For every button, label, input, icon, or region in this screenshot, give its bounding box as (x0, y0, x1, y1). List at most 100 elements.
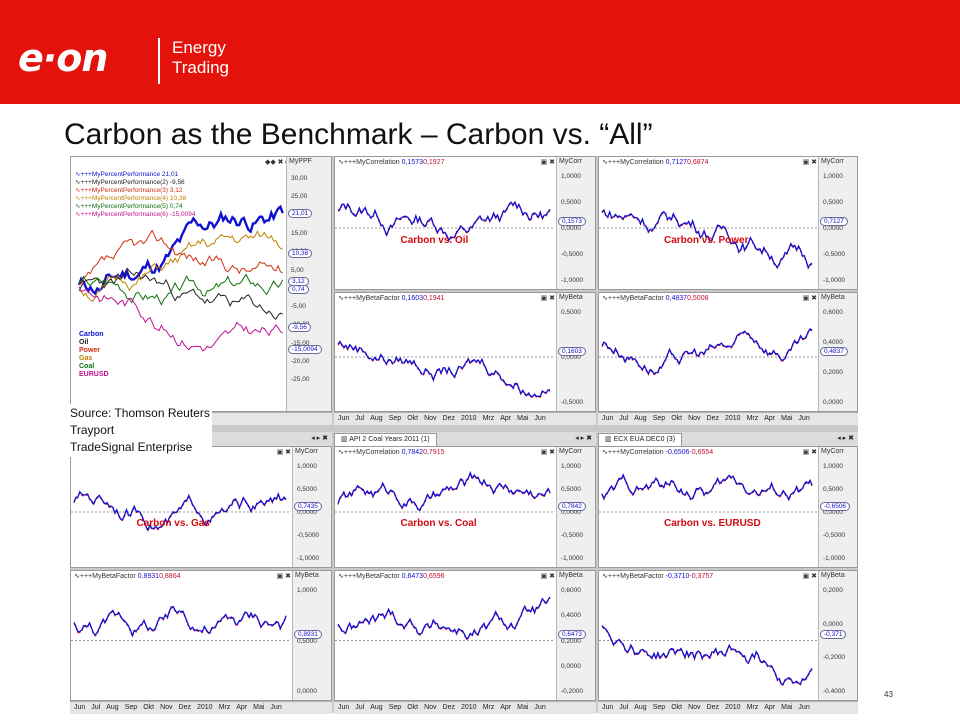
signal-line (337, 472, 551, 512)
panel-window-icons[interactable]: ▣ ✖ (276, 449, 291, 456)
value-tag: 0,7127 (820, 217, 848, 227)
legend-entry: ∿+++MyPercentPerformance(4) 10,38 (75, 195, 187, 202)
axis-tick: -0,2000 (561, 688, 584, 695)
panel-window-icons[interactable]: ▣ ✖ (802, 159, 817, 166)
axis-tick: -1,0000 (823, 277, 846, 284)
month-label: Jun (338, 704, 350, 711)
performance-toolbar: ◆◆ ✖ ▸ (71, 157, 331, 169)
panel-window-icons[interactable]: ▣ ✖ (540, 449, 555, 456)
logo-divider (158, 38, 160, 84)
tab-nav-icons[interactable]: ◂ ▸ ✖ (575, 435, 592, 442)
indicator-line (73, 490, 287, 532)
logo-sub-line2: Trading (172, 58, 230, 77)
panel-plot (335, 200, 555, 243)
indicator-value-1: 0,8931 (137, 573, 160, 580)
chart-area: ◆◆ ✖ ▸ ∿+++MyPercentPerformance 21,01 ∿++… (70, 156, 858, 714)
month-label: Mai (517, 415, 529, 422)
axis-tick: 0,0000 (561, 354, 581, 361)
toolbar-icons[interactable]: ◆◆ ✖ ▸ (264, 159, 289, 166)
axis-tick: 0,0000 (823, 509, 843, 516)
month-label: Aug (634, 415, 647, 422)
panel-plot (599, 328, 817, 376)
axis-tick: 0,4000 (823, 339, 843, 346)
performance-series-line (78, 267, 283, 320)
month-label: Jul (91, 704, 101, 711)
performance-legend: ∿+++MyPercentPerformance 21,01 ∿+++MyPerc… (75, 171, 196, 219)
panel-axis: MyCorr 1,0000 0,5000 0,0000 -0,5000 -1,0000 0,… (818, 157, 857, 289)
panel-window-icons[interactable]: ▣ ✖ (540, 159, 555, 166)
performance-axis: MyPPF 30,0025,0020,0015,0010,005,000,00-… (286, 157, 331, 411)
axis-tick: -1,0000 (561, 555, 584, 562)
axis-tick: 0,5000 (561, 309, 581, 316)
panel-header: ∿+++MyCorrelation 0,15730,1927 ▣ ✖ (335, 157, 595, 169)
chart-panel-eurusd-corr: ∿+++MyCorrelation -0,6506-0,6554 ▣ ✖ MyCor… (598, 446, 858, 568)
value-tag: 0,7842 (558, 501, 586, 511)
month-label: Apr (236, 704, 248, 711)
indicator-line (73, 605, 287, 638)
panel-axis-label: MyCorr (559, 158, 582, 165)
value-tag: 21,01 (288, 209, 313, 218)
month-label: Dez (178, 704, 191, 711)
axis-tick: -0,5000 (297, 532, 320, 539)
panel-window-icons[interactable]: ▣ ✖ (540, 295, 555, 302)
tab-nav-icons[interactable]: ◂ ▸ ✖ (311, 435, 328, 442)
axis-tick: 0,5000 (297, 637, 317, 645)
month-label: 2010 (724, 415, 741, 422)
indicator-value-2: 0,1927 (423, 159, 445, 166)
axis-tick: -1,0000 (823, 555, 846, 562)
panel-window-icons[interactable]: ▣ ✖ (540, 573, 555, 580)
panel-header: ∿+++MyCorrelation 0,78420,7915 ▣ ✖ (335, 447, 595, 459)
axis-tick: -1,0000 (561, 277, 584, 284)
chart-panel-gas-beta: ∿+++MyBetaFactor 0,89310,8864 ▣ ✖ MyBeta 1,… (70, 570, 332, 701)
month-label: Jul (355, 704, 365, 711)
chart-annotation: Carbon vs. Oil (400, 234, 469, 246)
legend-entry: ∿+++MyPercentPerformance(2) -9,56 (75, 179, 185, 186)
axis-tick: -25,00 (291, 376, 310, 384)
month-label: Okt (143, 704, 155, 711)
chart-panel-power-beta: ∿+++MyBetaFactor 0,48370,5008 ▣ ✖ MyBeta 0,… (598, 292, 858, 412)
axis-tick: 30,00 (291, 175, 308, 182)
month-label: Mai (517, 704, 529, 711)
panel-axis-label: MyBeta (295, 572, 319, 579)
value-tag: -9,56 (288, 323, 311, 332)
panel-window-icons[interactable]: ▣ ✖ (802, 449, 817, 456)
panel-axis-label: MyBeta (559, 572, 583, 579)
tab-eurusd[interactable]: ▥ ECX EUA DEC0 (3) (598, 433, 683, 446)
panel-header: ∿+++MyBetaFactor -0,3710-0,3757 ▣ ✖ (599, 571, 857, 583)
month-label: Jun (602, 415, 614, 422)
indicator-value-1: 0,6473 (401, 573, 424, 580)
chart-panel-coal-beta: ∿+++MyBetaFactor 0,64730,6596 ▣ ✖ MyBeta 0,… (334, 570, 596, 701)
axis-tick: -1,0000 (297, 555, 320, 562)
month-label: Apr (764, 704, 776, 711)
tab-nav-icons[interactable]: ◂ ▸ ✖ (837, 435, 854, 442)
tab-coal-label: API 2 Coal Years 2011 (1) (349, 436, 430, 443)
month-label: Okt (671, 704, 683, 711)
month-label: 2010 (460, 704, 477, 711)
panel-axis: MyCorr 1,0000 0,5000 0,0000 -0,5000 -1,0000 0,… (556, 157, 595, 289)
panel-window-icons[interactable]: ▣ ✖ (802, 573, 817, 580)
panel-header: ∿+++MyCorrelation 0,71270,6874 ▣ ✖ (599, 157, 857, 169)
tab-coal[interactable]: ▥ API 2 Coal Years 2011 (1) (334, 433, 437, 446)
panel-window-icons[interactable]: ▣ ✖ (276, 573, 291, 580)
indicator-value-2: -0,3757 (689, 573, 714, 580)
indicator-value-2: 0,1941 (423, 295, 445, 302)
commodity-label: Power (79, 347, 101, 354)
commodity-label: Coal (79, 363, 95, 370)
performance-plot (77, 204, 284, 352)
panel-axis: MyBeta 0,6000 0,4000 0,2000 0,0000 0,4837 (818, 293, 857, 411)
month-label: Mrz (746, 704, 759, 711)
panel-plot (71, 605, 291, 641)
commodity-label: Carbon (79, 331, 104, 338)
indicator-line (337, 200, 551, 242)
panel-axis-label: MyBeta (559, 294, 583, 301)
month-label: Mai (781, 415, 793, 422)
panel-header: ∿+++MyBetaFactor 0,89310,8864 ▣ ✖ (71, 571, 331, 583)
month-label: Okt (407, 704, 419, 711)
indicator-name: ∿+++MyCorrelation (338, 159, 400, 166)
panel-window-icons[interactable]: ▣ ✖ (802, 295, 817, 302)
indicator-value-1: 0,7127 (665, 159, 688, 166)
time-axis: Jun Jul Aug Sep Okt Nov Dez 2010 Mrz Apr Mai Jun (598, 412, 858, 425)
month-label: Nov (424, 415, 437, 422)
month-label: Dez (442, 415, 455, 422)
signal-line (337, 341, 551, 398)
